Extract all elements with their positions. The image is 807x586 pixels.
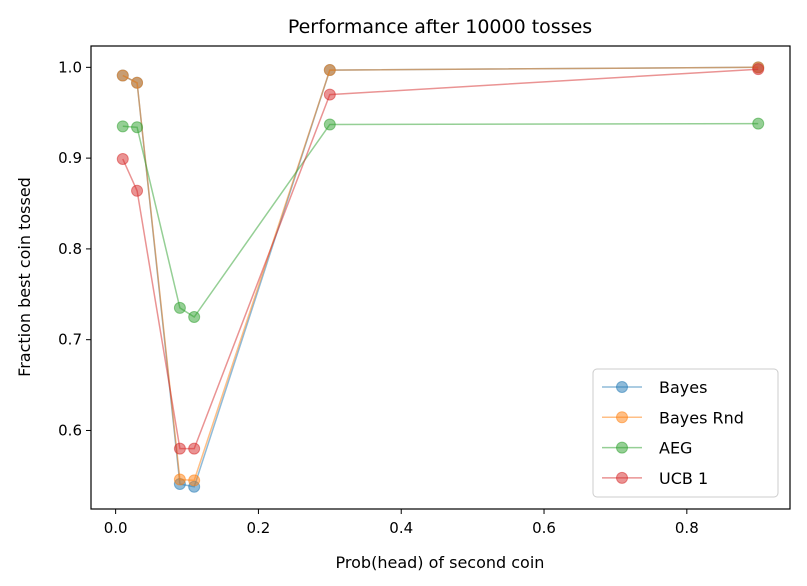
legend-label: UCB 1 [659,469,708,488]
x-axis: 0.0 0.2 0.4 0.6 0.8 [104,509,699,537]
data-point [323,88,336,101]
series-layer [116,61,765,493]
data-point [116,120,129,133]
legend-marker [616,471,628,484]
series-ucb-1 [116,63,765,455]
data-point [188,442,201,455]
legend-item: UCB 1 [602,469,708,488]
x-tick-label: 0.8 [675,519,699,537]
legend-marker [616,441,628,454]
series-aeg [116,117,765,323]
y-tick-label: 0.9 [58,149,82,167]
data-point [323,118,336,131]
data-point [323,64,336,77]
data-point [173,442,186,455]
y-axis-label: Fraction best coin tossed [15,177,34,377]
legend-item: Bayes Rnd [602,408,744,427]
data-point [116,153,129,166]
y-tick-label: 0.6 [58,421,82,439]
data-point [752,117,765,130]
legend-item: AEG [602,439,692,458]
x-tick-label: 0.4 [389,519,413,537]
data-point [173,473,186,486]
data-point [173,301,186,314]
data-point [131,184,144,197]
data-point [188,474,201,487]
legend-label: Bayes Rnd [659,408,744,427]
legend-item: Bayes [602,378,707,397]
data-point [752,63,765,76]
y-tick-label: 0.8 [58,240,82,258]
legend-label: Bayes [659,378,707,397]
x-tick-label: 0.6 [532,519,556,537]
data-point [131,121,144,134]
data-point [116,69,129,82]
data-point [188,310,201,323]
y-tick-label: 1.0 [58,58,82,76]
x-axis-label: Prob(head) of second coin [336,553,545,572]
legend-label: AEG [659,439,692,458]
y-axis: 0.6 0.7 0.8 0.9 1.0 [58,58,91,439]
data-point [131,76,144,89]
y-tick-label: 0.7 [58,331,82,349]
x-tick-label: 0.2 [247,519,271,537]
legend-marker [616,411,628,424]
legend: Bayes Bayes Rnd AEG UCB 1 [592,368,779,498]
legend-box [592,368,779,498]
chart-title: Performance after 10000 tosses [288,16,592,38]
x-tick-label: 0.0 [104,519,128,537]
plot-frame [90,45,791,510]
legend-marker [616,381,628,393]
